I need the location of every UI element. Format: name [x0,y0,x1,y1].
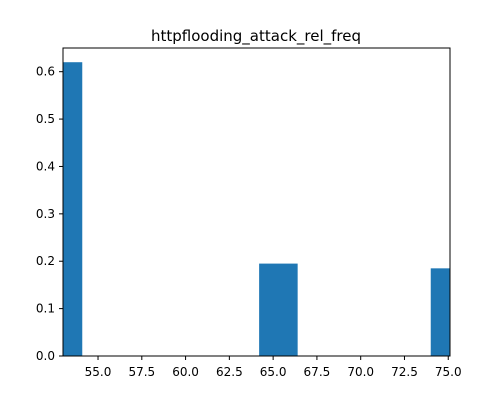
x-tick-label: 55.0 [85,365,112,379]
y-axis-ticks: 0.0 0.1 0.2 0.3 0.4 0.5 0.6 [36,65,63,363]
x-tick-label: 57.5 [128,365,155,379]
x-tick-label: 67.5 [304,365,331,379]
x-tick-label: 65.0 [260,365,287,379]
histogram-bar-0 [63,62,83,356]
y-tick-label: 0.1 [36,302,55,316]
histogram-bar-2 [430,268,450,356]
bars-layer [63,62,450,356]
x-tick-label: 62.5 [216,365,243,379]
chart-title: httpflooding_attack_rel_freq [151,27,361,46]
histogram-bar-1 [259,263,298,356]
y-tick-label: 0.5 [36,112,55,126]
x-tick-label: 70.0 [347,365,374,379]
x-tick-label: 72.5 [391,365,418,379]
x-axis-ticks: 55.0 57.5 60.0 62.5 65.0 67.5 70.0 72.5 75.0 [85,356,462,379]
y-tick-label: 0.4 [36,159,55,173]
y-tick-label: 0.6 [36,65,55,79]
y-tick-label: 0.0 [36,349,55,363]
plot-frame [62,47,451,357]
x-tick-label: 75.0 [435,365,462,379]
x-tick-label: 60.0 [172,365,199,379]
y-tick-label: 0.3 [36,207,55,221]
y-tick-label: 0.2 [36,254,55,268]
